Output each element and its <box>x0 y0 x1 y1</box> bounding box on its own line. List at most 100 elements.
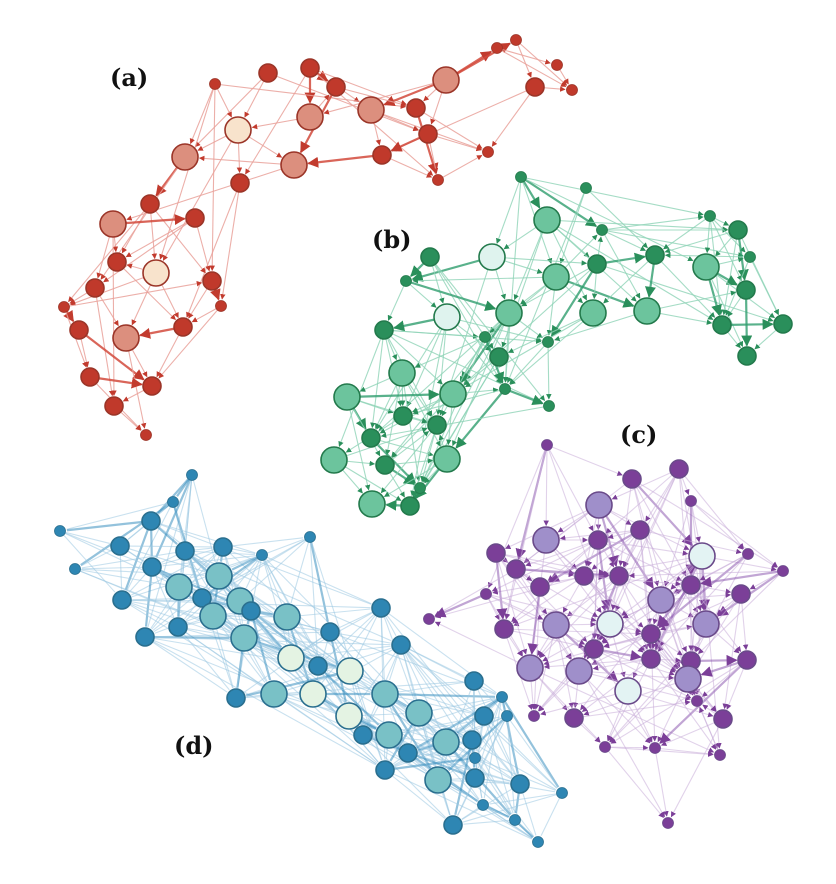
network-edge <box>540 792 563 836</box>
network-node <box>542 611 570 639</box>
network-edge <box>460 312 510 383</box>
network-edge <box>621 555 703 616</box>
network-edge <box>384 769 446 819</box>
network-edge <box>380 424 438 494</box>
network-node <box>393 406 413 426</box>
network-node <box>489 347 509 367</box>
network-edge <box>290 645 391 659</box>
network-node <box>469 752 481 764</box>
network-edge <box>704 215 711 254</box>
network-edge <box>496 47 551 65</box>
network-node <box>423 613 435 625</box>
network-node <box>296 103 324 131</box>
network-edge <box>690 500 744 550</box>
network-edge <box>474 757 535 837</box>
network-edge <box>583 575 644 628</box>
network-edge <box>512 575 585 624</box>
network-node <box>110 536 130 556</box>
network-edge <box>659 659 748 744</box>
network-node <box>532 526 560 554</box>
network-node <box>374 320 394 340</box>
network-edge <box>520 176 541 209</box>
network-edge <box>220 182 241 300</box>
network-edge <box>405 280 437 308</box>
network-node <box>737 650 757 670</box>
network-node <box>566 84 578 96</box>
network-node <box>542 336 554 348</box>
network-node <box>427 415 447 435</box>
network-edge <box>721 229 739 316</box>
network-edge <box>63 280 203 308</box>
network-node <box>335 702 363 730</box>
network-edge <box>546 341 552 400</box>
network-node <box>142 557 162 577</box>
network-node <box>142 376 162 396</box>
network-node <box>494 619 514 639</box>
network-edge <box>384 692 496 698</box>
network-edge <box>261 554 283 604</box>
network-edge <box>593 648 692 699</box>
network-edge <box>660 718 724 746</box>
node-group <box>54 469 568 848</box>
network-edge <box>631 478 694 547</box>
network-edge <box>121 599 199 615</box>
network-node <box>564 708 584 728</box>
network-edge <box>699 553 749 581</box>
network-node <box>777 565 789 577</box>
network-edge <box>540 690 629 716</box>
network-edge <box>515 568 588 642</box>
network-edge <box>309 67 407 106</box>
network-edge <box>509 341 549 385</box>
network-node <box>614 677 642 705</box>
network-edge <box>495 552 575 575</box>
network-edge <box>157 474 193 514</box>
network-edge <box>194 72 269 148</box>
network-node <box>742 548 754 560</box>
network-node <box>186 469 198 481</box>
network-node <box>439 380 467 408</box>
network-edge <box>222 537 304 548</box>
network-node <box>443 815 463 835</box>
network-node <box>358 490 386 518</box>
network-edge <box>523 504 600 564</box>
network-node <box>432 174 444 186</box>
network-node <box>462 730 482 750</box>
network-edge <box>144 566 154 627</box>
network-edge <box>597 539 689 556</box>
network-node <box>273 603 301 631</box>
network-node <box>418 124 438 144</box>
network-node <box>104 396 124 416</box>
network-edge <box>59 530 110 544</box>
network-edge <box>494 552 508 620</box>
network-edge <box>554 310 648 342</box>
network-node <box>140 194 160 214</box>
network-node <box>674 665 702 693</box>
network-edge <box>452 312 510 447</box>
network-node <box>432 66 460 94</box>
network-edge <box>437 154 483 181</box>
network-edge <box>383 329 544 404</box>
network-edge <box>474 757 556 791</box>
network-edge <box>244 67 311 175</box>
network-edge <box>434 592 487 618</box>
network-node <box>506 559 526 579</box>
network-node <box>565 657 593 685</box>
network-node <box>691 695 703 707</box>
network-node <box>641 624 661 644</box>
network-edge <box>407 752 469 759</box>
network-node <box>433 445 461 473</box>
network-node <box>58 301 70 313</box>
network-node <box>406 98 426 118</box>
network-edge <box>435 575 585 619</box>
network-edge <box>529 667 715 753</box>
network-node <box>375 760 395 780</box>
network-node <box>375 455 395 475</box>
network-edge <box>387 280 407 321</box>
network-edge <box>191 474 216 563</box>
network-edge <box>308 536 329 622</box>
network-node <box>692 253 720 281</box>
network-node <box>424 766 452 794</box>
network-node <box>599 741 611 753</box>
network-edge <box>132 597 203 601</box>
network-edge <box>506 715 516 814</box>
